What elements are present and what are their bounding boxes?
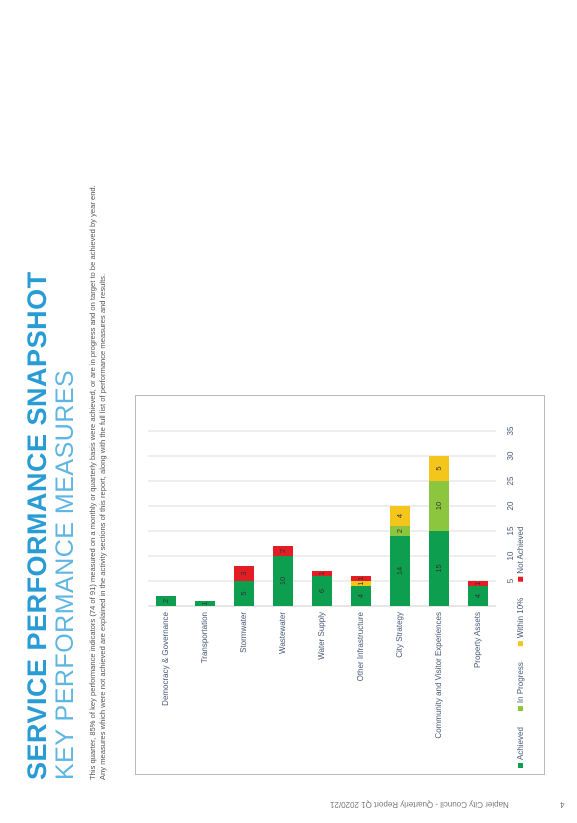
value-label: 10 [278,577,287,585]
value-label: 10 [434,502,443,510]
value-label: 4 [473,594,482,598]
page-number: 4 [560,800,565,809]
value-label: 4 [395,514,404,518]
chart-frame: 5 10 15 20 25 30 35 Democracy & Governance 2 Tran… [135,395,545,775]
subtitle: KEY PERFORMANCE MEASURES [51,369,79,780]
legend-swatch [518,641,523,647]
bar-segment [390,526,410,536]
bar-segment [312,576,332,606]
bar-segment [234,581,254,606]
bar-segment [429,456,449,481]
bar-segment [351,586,371,606]
bar-segment [234,566,254,581]
x-tick-label: 35 [506,426,515,435]
x-tick-label: 20 [506,501,515,510]
category-label: Stormwater [239,612,248,653]
category-label: Community and Visitor Experiences [434,612,443,739]
category-label: Wastewater [278,612,287,654]
title: SERVICE PERFORMANCE SNAPSHOT [22,271,52,780]
x-tick-label: 5 [506,578,515,583]
legend-label: Not Achieved [516,527,525,574]
legend-label: Achieved [516,727,525,760]
value-label: 1 [356,581,365,585]
category-label: Property Assets [473,612,482,668]
value-label: 15 [434,564,443,572]
value-label: 5 [239,591,248,595]
category-label: Water Supply [317,612,326,660]
value-label: 2 [161,599,170,603]
bar-segment [429,481,449,531]
value-label: 2 [278,549,287,553]
value-label: 1 [200,601,209,605]
bar-segment [156,596,176,606]
bar-segment [390,506,410,526]
bar-segment [390,536,410,606]
value-label: 1 [473,581,482,585]
x-tick-label: 30 [506,451,515,460]
bar-segment [312,571,332,576]
bar-segment [273,556,293,606]
value-label: 1 [317,571,326,575]
category-label: Transportation [200,612,209,663]
bar-segment [351,581,371,586]
category-label: City Strategy [395,612,404,658]
category-label: Democracy & Governance [161,611,170,705]
bar-segment [468,581,488,586]
value-label: 5 [434,466,443,470]
value-label: 3 [239,571,248,575]
bar-segment [429,531,449,606]
category-label: Other Infrastructure [356,611,365,681]
value-label: 4 [356,594,365,598]
description: Any measures which were not achieved are… [98,273,107,780]
value-label: 14 [395,567,404,575]
value-label: 2 [395,529,404,533]
bar-segment [468,586,488,606]
value-label: 6 [317,589,326,593]
legend-swatch [518,706,523,712]
footer-text: Napier City Council - Quarterly Report Q… [330,800,509,809]
legend-swatch [518,576,523,582]
legend-label: Within 10% [516,598,525,638]
bar-segment [273,546,293,556]
description: This quarter, 85% of key performance ind… [88,185,97,780]
legend-label: In Progress [516,662,525,703]
value-label: 1 [356,576,365,580]
bar-segment [195,601,215,606]
legend-swatch [518,763,523,768]
x-tick-label: 25 [506,476,515,485]
x-tick-label: 15 [506,526,515,535]
bar-segment [351,576,371,581]
x-tick-label: 10 [506,551,515,560]
